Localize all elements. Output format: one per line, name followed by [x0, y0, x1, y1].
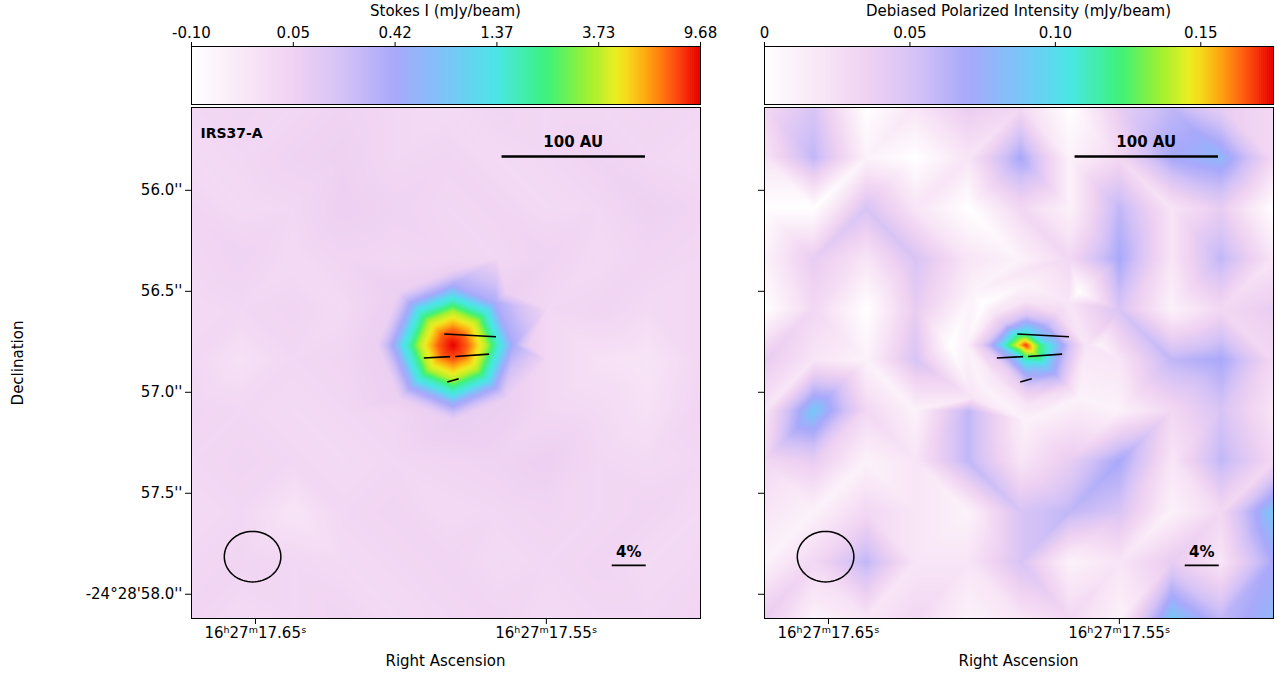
- svg-text:100 AU: 100 AU: [1116, 133, 1176, 151]
- html-text:Debiased Polarized Intensity (: Debiased Polarized Intensity (mJy/beam): [866, 2, 1171, 20]
- svg-text:1.37: 1.37: [480, 24, 513, 42]
- svg-text:0.15: 0.15: [1184, 24, 1217, 42]
- svg-text:57.0'': 57.0'': [141, 383, 183, 401]
- html-text:Declination: Declination: [9, 320, 27, 405]
- svg-text:57.5'': 57.5'': [141, 484, 183, 502]
- html-text:Right Ascension: Right Ascension: [958, 652, 1079, 670]
- svg-text:56.5'': 56.5'': [141, 282, 183, 300]
- svg-text:-0.10: -0.10: [172, 24, 211, 42]
- svg-text:100 AU: 100 AU: [543, 133, 603, 151]
- svg-text:0.05: 0.05: [277, 24, 310, 42]
- svg-text:56.0'': 56.0'': [141, 181, 183, 199]
- svg-text:3.73: 3.73: [582, 24, 615, 42]
- svg-text:9.68: 9.68: [684, 24, 717, 42]
- svg-text:0.42: 0.42: [378, 24, 411, 42]
- svg-text:4%: 4%: [616, 543, 641, 561]
- svg-text:-24°28'58.0'': -24°28'58.0'': [86, 585, 183, 603]
- html-text:Right Ascension: Right Ascension: [385, 652, 506, 670]
- svg-text:16ʰ27ᵐ17.55ˢ: 16ʰ27ᵐ17.55ˢ: [1068, 624, 1170, 642]
- html-text:Stokes I (mJy/beam): Stokes I (mJy/beam): [370, 2, 521, 20]
- svg-text:IRS37-A: IRS37-A: [201, 125, 263, 141]
- svg-text:0: 0: [760, 24, 770, 42]
- svg-text:16ʰ27ᵐ17.55ˢ: 16ʰ27ᵐ17.55ˢ: [495, 624, 597, 642]
- svg-text:0.05: 0.05: [893, 24, 926, 42]
- svg-text:16ʰ27ᵐ17.65ˢ: 16ʰ27ᵐ17.65ˢ: [204, 624, 306, 642]
- svg-text:0.10: 0.10: [1039, 24, 1072, 42]
- svg-text:4%: 4%: [1189, 543, 1214, 561]
- svg-text:16ʰ27ᵐ17.65ˢ: 16ʰ27ᵐ17.65ˢ: [777, 624, 879, 642]
